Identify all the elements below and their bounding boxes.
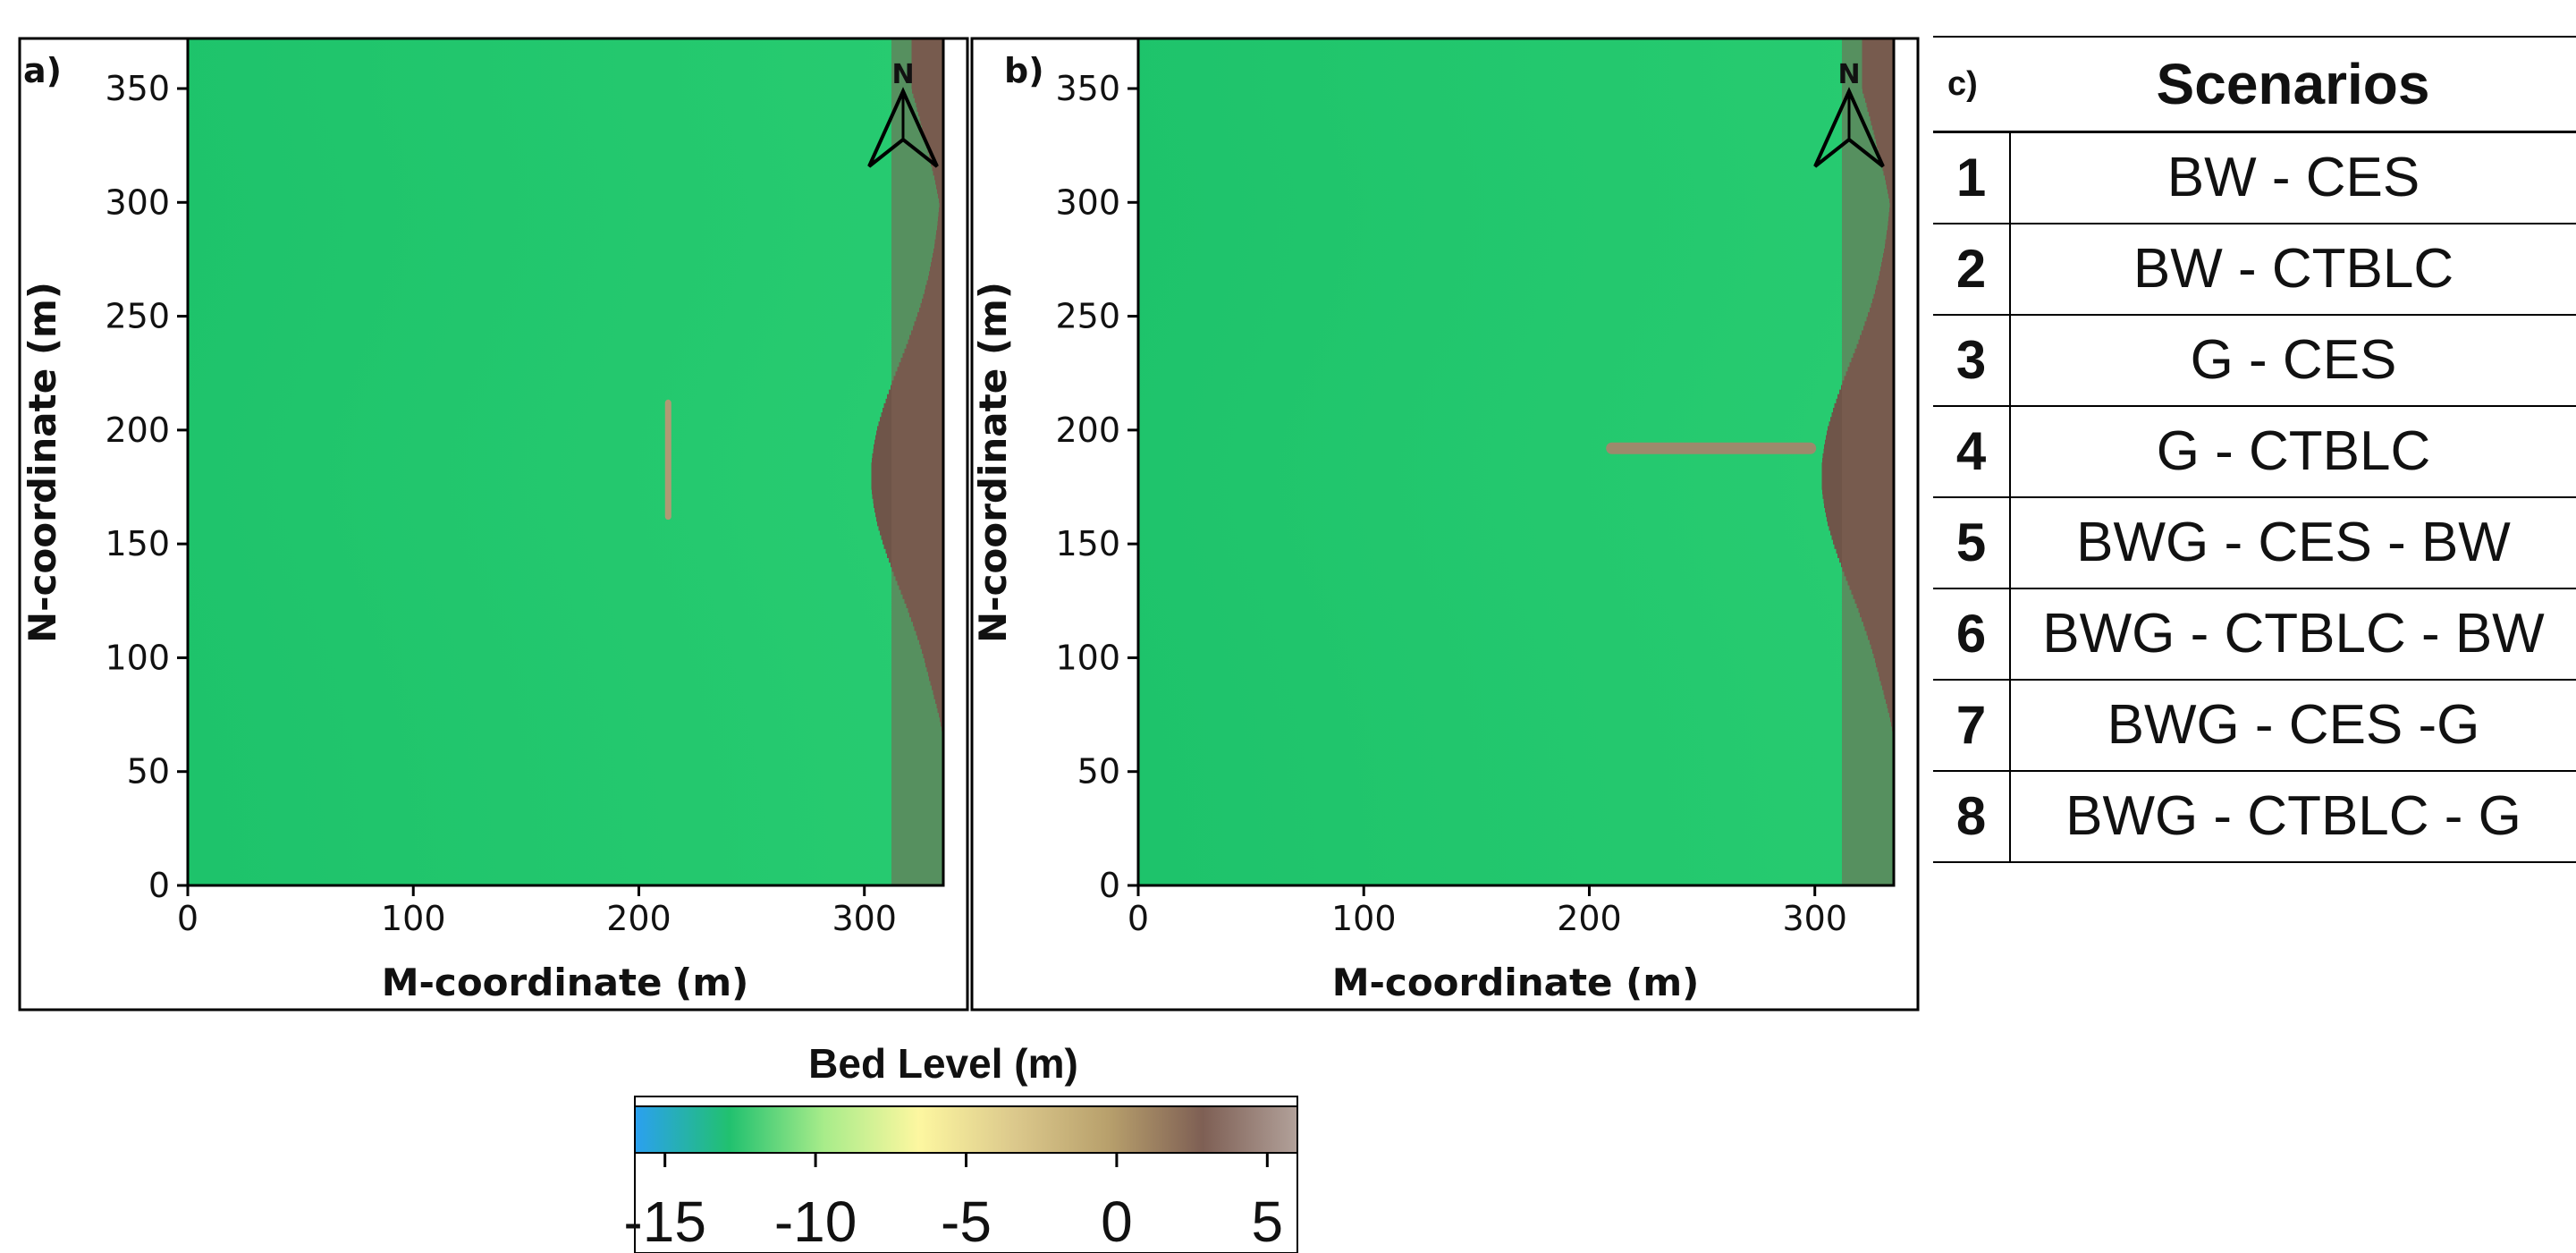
scenario-table-title: Scenarios	[2010, 36, 2576, 133]
panel-a-y-tick-label: 0	[148, 866, 170, 905]
panel-a-x-ticks: 0 100 200 300	[177, 885, 897, 938]
panel-a-north-label: N	[891, 59, 914, 90]
scenario-number: 2	[1933, 223, 2011, 316]
panel-a-label: a)	[23, 51, 62, 90]
panel-a-y-tick-label: 150	[105, 524, 170, 563]
panel-b-x-ticks: 0 100 200 300	[1128, 885, 1847, 938]
panel-a-y-label: N-coordinate (m)	[21, 282, 64, 643]
panel-b-x-tick-label: 0	[1128, 899, 1149, 938]
panel-b-y-tick-label: 150	[1055, 524, 1120, 563]
panel-b: b) 0 50 100 150 200 250 300 350 0 100 200 300 M-co…	[970, 37, 1920, 1012]
scenario-name: G - CTBLC	[2010, 405, 2576, 498]
panel-a-x-tick-label: 0	[177, 899, 198, 938]
scenario-number: 6	[1933, 588, 2011, 681]
scenario-name: BWG - CES -G	[2010, 679, 2576, 772]
colorbar-gradient	[634, 1105, 1298, 1154]
panel-a-y-tick-label: 50	[127, 752, 170, 792]
scenario-name: BWG - CTBLC - BW	[2010, 588, 2576, 681]
colorbar-tick-label: -10	[774, 1190, 857, 1253]
panel-a-y-tick-label: 100	[105, 638, 170, 677]
scenario-number: 4	[1933, 405, 2011, 498]
panel-b-x-tick-label: 300	[1782, 899, 1847, 938]
panel-a-north-arrow-icon: N	[867, 59, 939, 168]
scenario-number: 3	[1933, 314, 2011, 407]
panel-b-x-tick-label: 200	[1557, 899, 1622, 938]
panel-b-axes-frame	[1136, 37, 1896, 887]
scenario-row: 5 BWG - CES - BW	[1933, 496, 2576, 589]
scenario-table: c) Scenarios 1 BW - CES 2 BW - CTBLC 3 G - CE…	[1933, 36, 2576, 863]
colorbar-tick-label: 0	[1101, 1190, 1133, 1253]
scenario-row: 8 BWG - CTBLC - G	[1933, 770, 2576, 863]
panel-b-y-tick-label: 300	[1055, 182, 1120, 222]
scenario-name: BW - CES	[2010, 131, 2576, 224]
panel-b-x-label: M-coordinate (m)	[1332, 961, 1700, 1004]
panel-a-bed-level-map	[188, 38, 943, 885]
scenario-number: 1	[1933, 131, 2011, 224]
scenario-name: G - CES	[2010, 314, 2576, 407]
panel-a-y-tick-label: 350	[105, 69, 170, 108]
panel-a-y-tick-label: 300	[105, 182, 170, 222]
colorbar: Bed Level (m) -15 -10 -5 0 5	[623, 1040, 1298, 1253]
scenario-row: 6 BWG - CTBLC - BW	[1933, 588, 2576, 681]
panel-b-label: b)	[1004, 51, 1044, 90]
panel-b-y-tick-label: 250	[1055, 297, 1120, 336]
scenario-name: BWG - CTBLC - G	[2010, 770, 2576, 863]
panel-b-x-tick-label: 100	[1331, 899, 1397, 938]
scenario-number: 5	[1933, 496, 2011, 589]
scenario-number: 8	[1933, 770, 2011, 863]
scenario-row: 1 BW - CES	[1933, 131, 2576, 224]
colorbar-tick-label: -5	[941, 1190, 992, 1253]
scenario-name: BWG - CES - BW	[2010, 496, 2576, 589]
colorbar-title: Bed Level (m)	[808, 1040, 1078, 1087]
panel-a-y-tick-label: 200	[105, 411, 170, 450]
panel-a-axes-frame	[186, 37, 945, 887]
panel-b-bed-level-map	[1138, 38, 1894, 885]
panel-a-x-tick-label: 200	[606, 899, 671, 938]
panel-a-y-ticks: 0 50 100 150 200 250 300 350	[105, 69, 188, 905]
scenario-name: BW - CTBLC	[2010, 223, 2576, 316]
panel-b-y-tick-label: 50	[1077, 752, 1120, 792]
colorbar-tick-label: -15	[623, 1190, 706, 1253]
panel-a-y-tick-label: 250	[105, 297, 170, 336]
panel-c-label: c)	[1933, 36, 2010, 133]
panel-a-x-tick-label: 100	[381, 899, 446, 938]
panel-b-y-tick-label: 200	[1055, 411, 1120, 450]
panel-b-north-label: N	[1837, 59, 1860, 90]
panel-b-y-tick-label: 100	[1055, 638, 1120, 677]
colorbar-ticks: -15 -10 -5 0 5	[623, 1153, 1283, 1253]
panel-a-x-label: M-coordinate (m)	[382, 961, 749, 1004]
panel-b-y-tick-label: 350	[1055, 69, 1120, 108]
scenario-number: 7	[1933, 679, 2011, 772]
scenario-row: 7 BWG - CES -G	[1933, 679, 2576, 772]
colorbar-tick-label: 5	[1252, 1190, 1284, 1253]
panel-b-y-label: N-coordinate (m)	[971, 282, 1015, 643]
panel-b-y-tick-label: 0	[1099, 866, 1120, 905]
panel-b-y-ticks: 0 50 100 150 200 250 300 350	[1055, 69, 1138, 905]
panel-a-x-tick-label: 300	[832, 899, 897, 938]
panel-a: a) 0 50 100 150 200 250 300 350 0 100 200 300 M-co…	[18, 37, 969, 1012]
scenario-row: 2 BW - CTBLC	[1933, 223, 2576, 316]
panel-b-north-arrow-icon: N	[1813, 59, 1885, 168]
